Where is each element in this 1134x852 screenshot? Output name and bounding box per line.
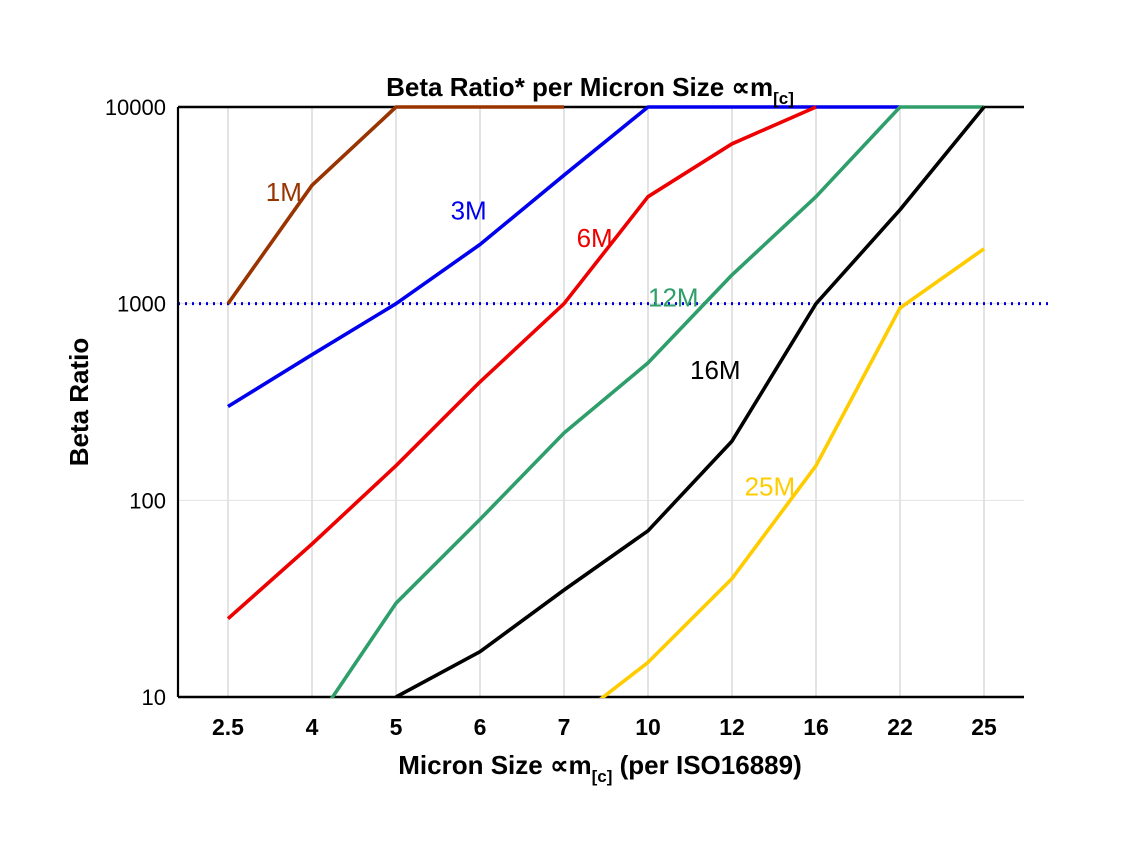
x-tick-5: 5 [390,714,403,740]
y-tick-10: 10 [142,685,166,710]
y-tick-1000: 1000 [117,292,166,317]
x-tick-4: 4 [306,714,319,740]
y-tick-labels: 10 100 1000 10000 [105,95,166,710]
x-tick-labels: 2.5 4 5 6 7 10 12 16 22 25 [212,714,997,740]
series-labels: 1M 3M 6M 12M 16M 25M [266,177,795,501]
series-label-3M: 3M [451,196,487,226]
x-tick-6: 6 [474,714,487,740]
x-tick-22: 22 [887,714,913,740]
x-tick-2.5: 2.5 [212,714,244,740]
series-line-16M [395,105,986,698]
series-line-3M [227,105,900,409]
series-line-6M [226,105,817,621]
chart-title: Beta Ratio* per Micron Size ∝m[c] [386,72,794,108]
series-label-12M: 12M [648,282,699,312]
x-tick-12: 12 [719,714,745,740]
x-tick-7: 7 [558,714,571,740]
x-tick-10: 10 [635,714,661,740]
x-axis-title: Micron Size ∝m[c] (per ISO16889) [398,750,801,786]
y-tick-10000: 10000 [105,95,166,120]
series-line-25M [599,247,986,698]
series-label-25M: 25M [745,471,796,501]
series-label-6M: 6M [577,223,613,253]
y-tick-100: 100 [129,488,166,513]
series-line-12M [329,105,984,698]
x-tick-25: 25 [971,714,997,740]
series-lines [226,105,986,698]
series-label-16M: 16M [690,355,741,385]
series-line-1M [226,105,564,305]
x-tick-16: 16 [803,714,829,740]
series-label-1M: 1M [266,177,302,207]
y-axis-title: Beta Ratio [64,338,94,467]
